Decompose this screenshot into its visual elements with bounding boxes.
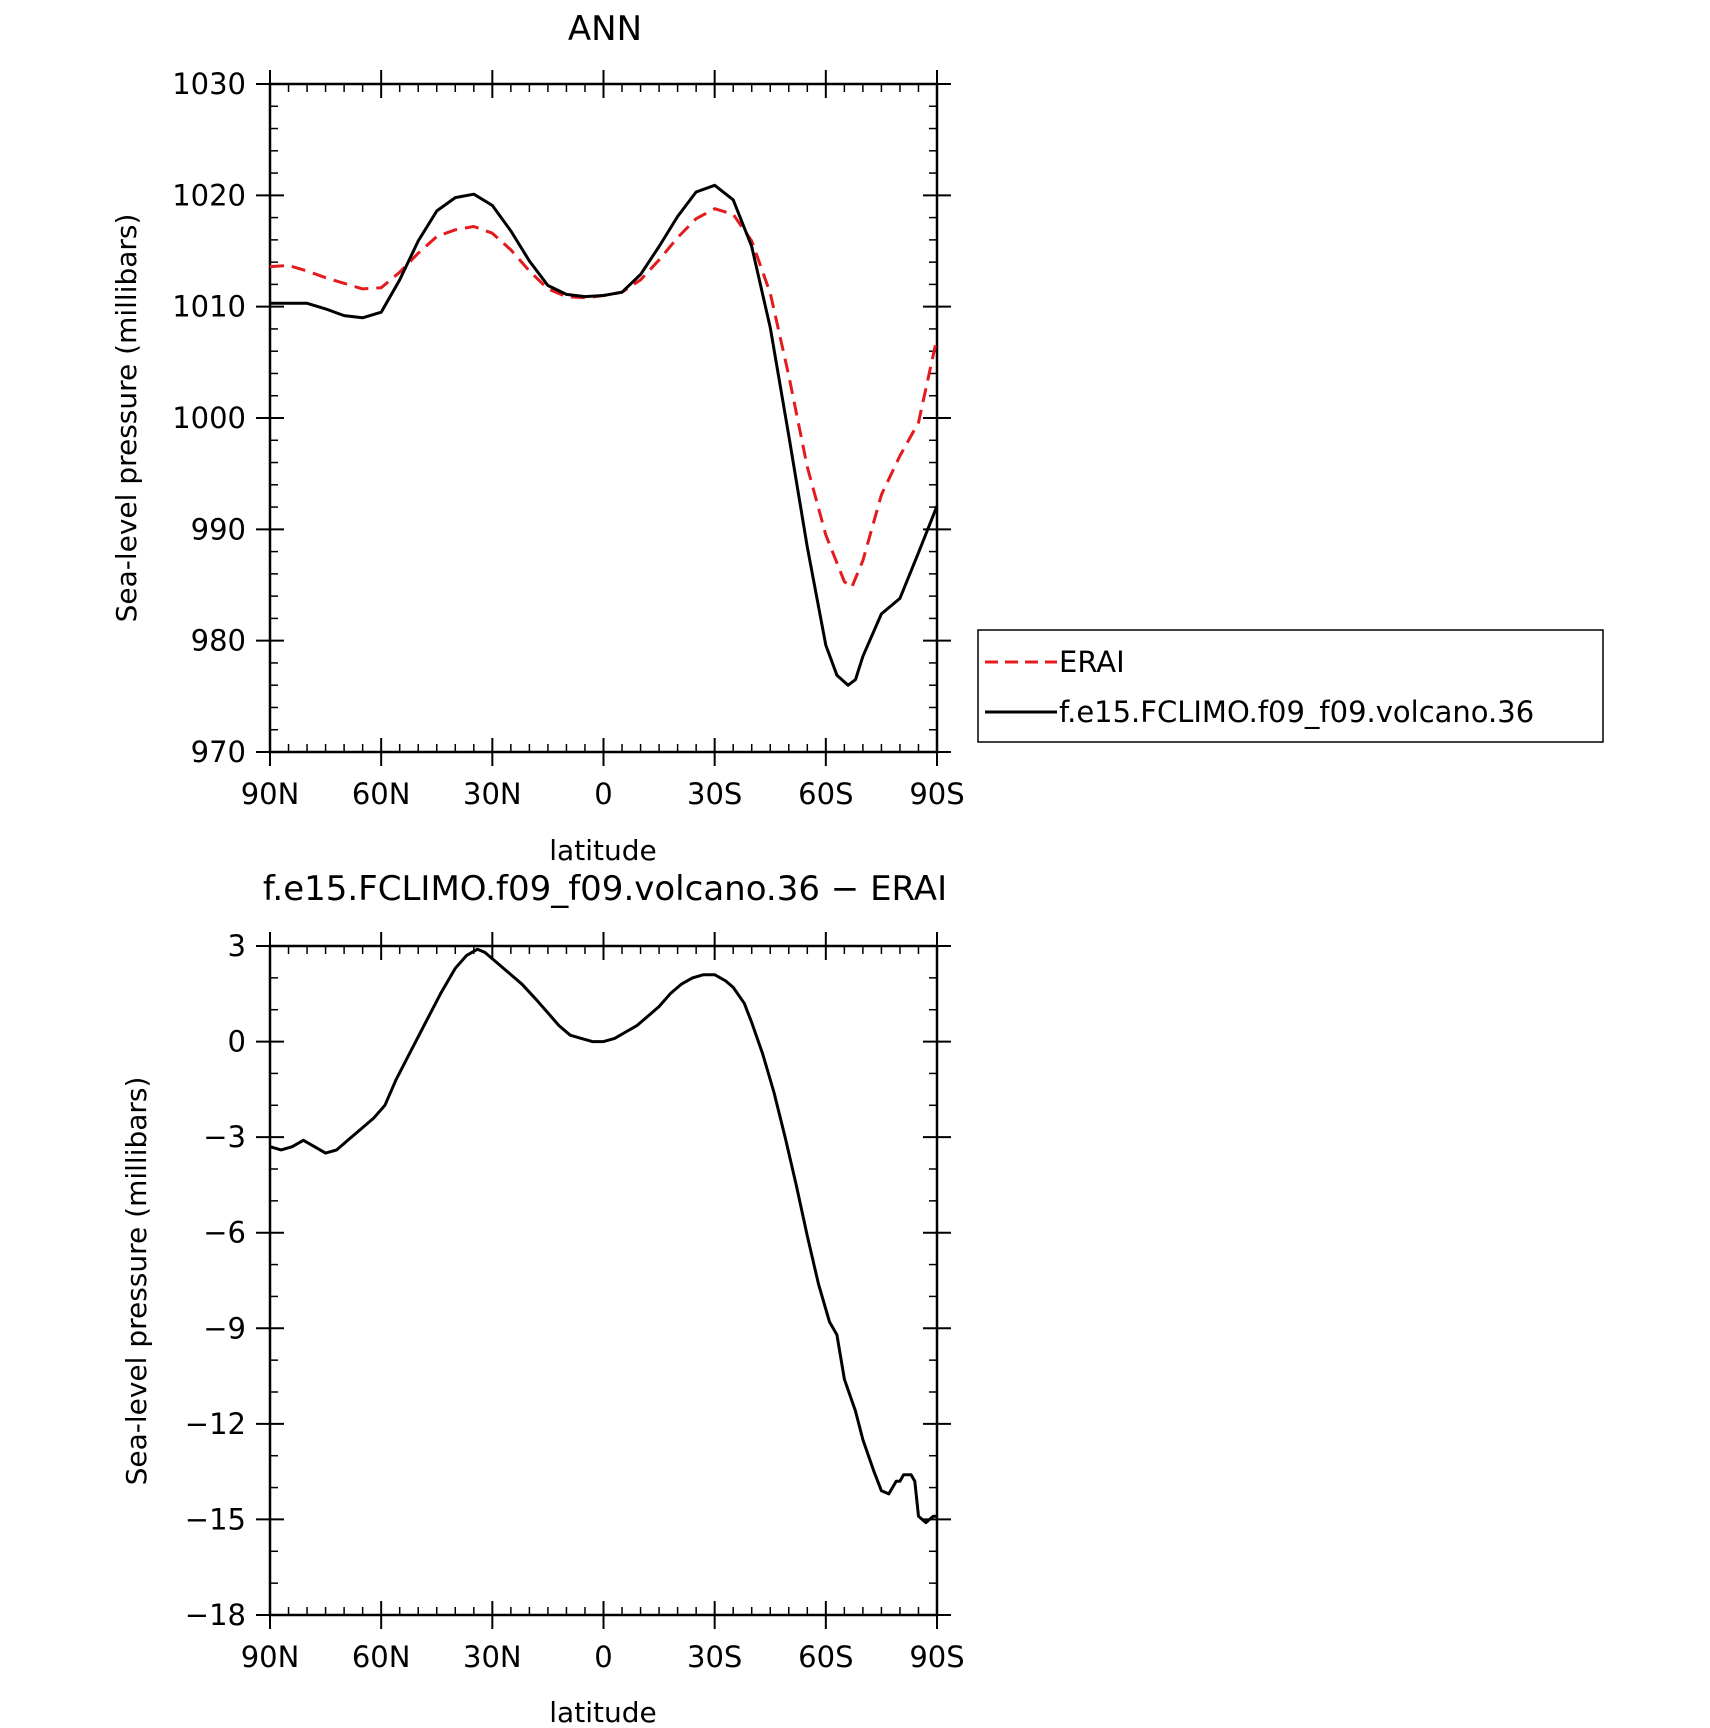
y-tick-label: −6 xyxy=(203,1216,246,1250)
x-axis-label: latitude xyxy=(549,834,656,867)
major-ticks xyxy=(256,70,951,766)
y-tick-label: −9 xyxy=(203,1311,246,1345)
legend-label-erai: ERAI xyxy=(1059,645,1125,679)
y-tick-label: 1010 xyxy=(172,290,246,324)
chart-title: ANN xyxy=(568,9,642,49)
chart-panel-difference: f.e15.FCLIMO.f09_f09.volcano.36 − ERAI −… xyxy=(120,869,965,1728)
series-layer xyxy=(269,947,937,1525)
major-ticks xyxy=(256,932,951,1629)
x-tick-label: 90N xyxy=(241,1640,300,1674)
y-tick-label: −18 xyxy=(185,1598,246,1632)
x-tick-label: 60N xyxy=(352,1640,411,1674)
x-axis-label: latitude xyxy=(549,1696,656,1728)
y-tick-label: 0 xyxy=(228,1025,246,1059)
y-tick-label: −15 xyxy=(185,1502,246,1536)
x-tick-label: 60S xyxy=(798,777,853,811)
plot-frame xyxy=(268,944,939,1617)
chart-panel-annual-slp: ANN 970 980 990 1000 1010 1020 1030 90N 60N 30N 0… xyxy=(110,9,1604,867)
legend-label-model: f.e15.FCLIMO.f09_f09.volcano.36 xyxy=(1059,695,1534,729)
y-tick-label: 1020 xyxy=(172,178,246,212)
x-tick-label: 30S xyxy=(687,1640,742,1674)
y-tick-label: 3 xyxy=(228,929,246,963)
x-tick-labels: 90N 60N 30N 0 30S 60S 90S xyxy=(241,1640,965,1674)
x-tick-label: 90S xyxy=(909,1640,964,1674)
series-line-0 xyxy=(269,947,937,1525)
x-tick-label: 30N xyxy=(463,1640,522,1674)
legend-box xyxy=(977,629,1604,743)
series-layer xyxy=(269,183,939,687)
series-line-0 xyxy=(269,207,939,589)
x-tick-label: 90S xyxy=(909,777,964,811)
y-tick-labels: −18 −15 −12 −9 −6 −3 0 3 xyxy=(185,929,246,1632)
x-tick-labels: 90N 60N 30N 0 30S 60S 90S xyxy=(241,777,965,811)
y-tick-label: −3 xyxy=(203,1120,246,1154)
plot-frame xyxy=(268,82,939,754)
y-tick-label: 1030 xyxy=(172,67,246,101)
minor-ticks xyxy=(270,84,937,752)
x-tick-label: 0 xyxy=(594,777,612,811)
x-tick-label: 30N xyxy=(463,777,522,811)
chart-title: f.e15.FCLIMO.f09_f09.volcano.36 − ERAI xyxy=(263,869,947,909)
y-tick-label: 980 xyxy=(191,624,246,658)
y-tick-label: 990 xyxy=(191,512,246,546)
y-tick-label: 1000 xyxy=(172,401,246,435)
y-tick-labels: 970 980 990 1000 1010 1020 1030 xyxy=(172,67,246,769)
x-tick-label: 60N xyxy=(352,777,411,811)
x-tick-label: 90N xyxy=(241,777,300,811)
y-axis-label: Sea-level pressure (millibars) xyxy=(110,214,143,623)
series-line-1 xyxy=(270,183,939,687)
x-tick-label: 60S xyxy=(798,1640,853,1674)
y-axis-label: Sea-level pressure (millibars) xyxy=(120,1077,153,1486)
x-tick-label: 0 xyxy=(594,1640,612,1674)
y-tick-label: 970 xyxy=(191,735,246,769)
x-tick-label: 30S xyxy=(687,777,742,811)
legend: ERAI f.e15.FCLIMO.f09_f09.volcano.36 xyxy=(977,629,1604,743)
minor-ticks xyxy=(270,946,937,1615)
y-tick-label: −12 xyxy=(185,1407,246,1441)
